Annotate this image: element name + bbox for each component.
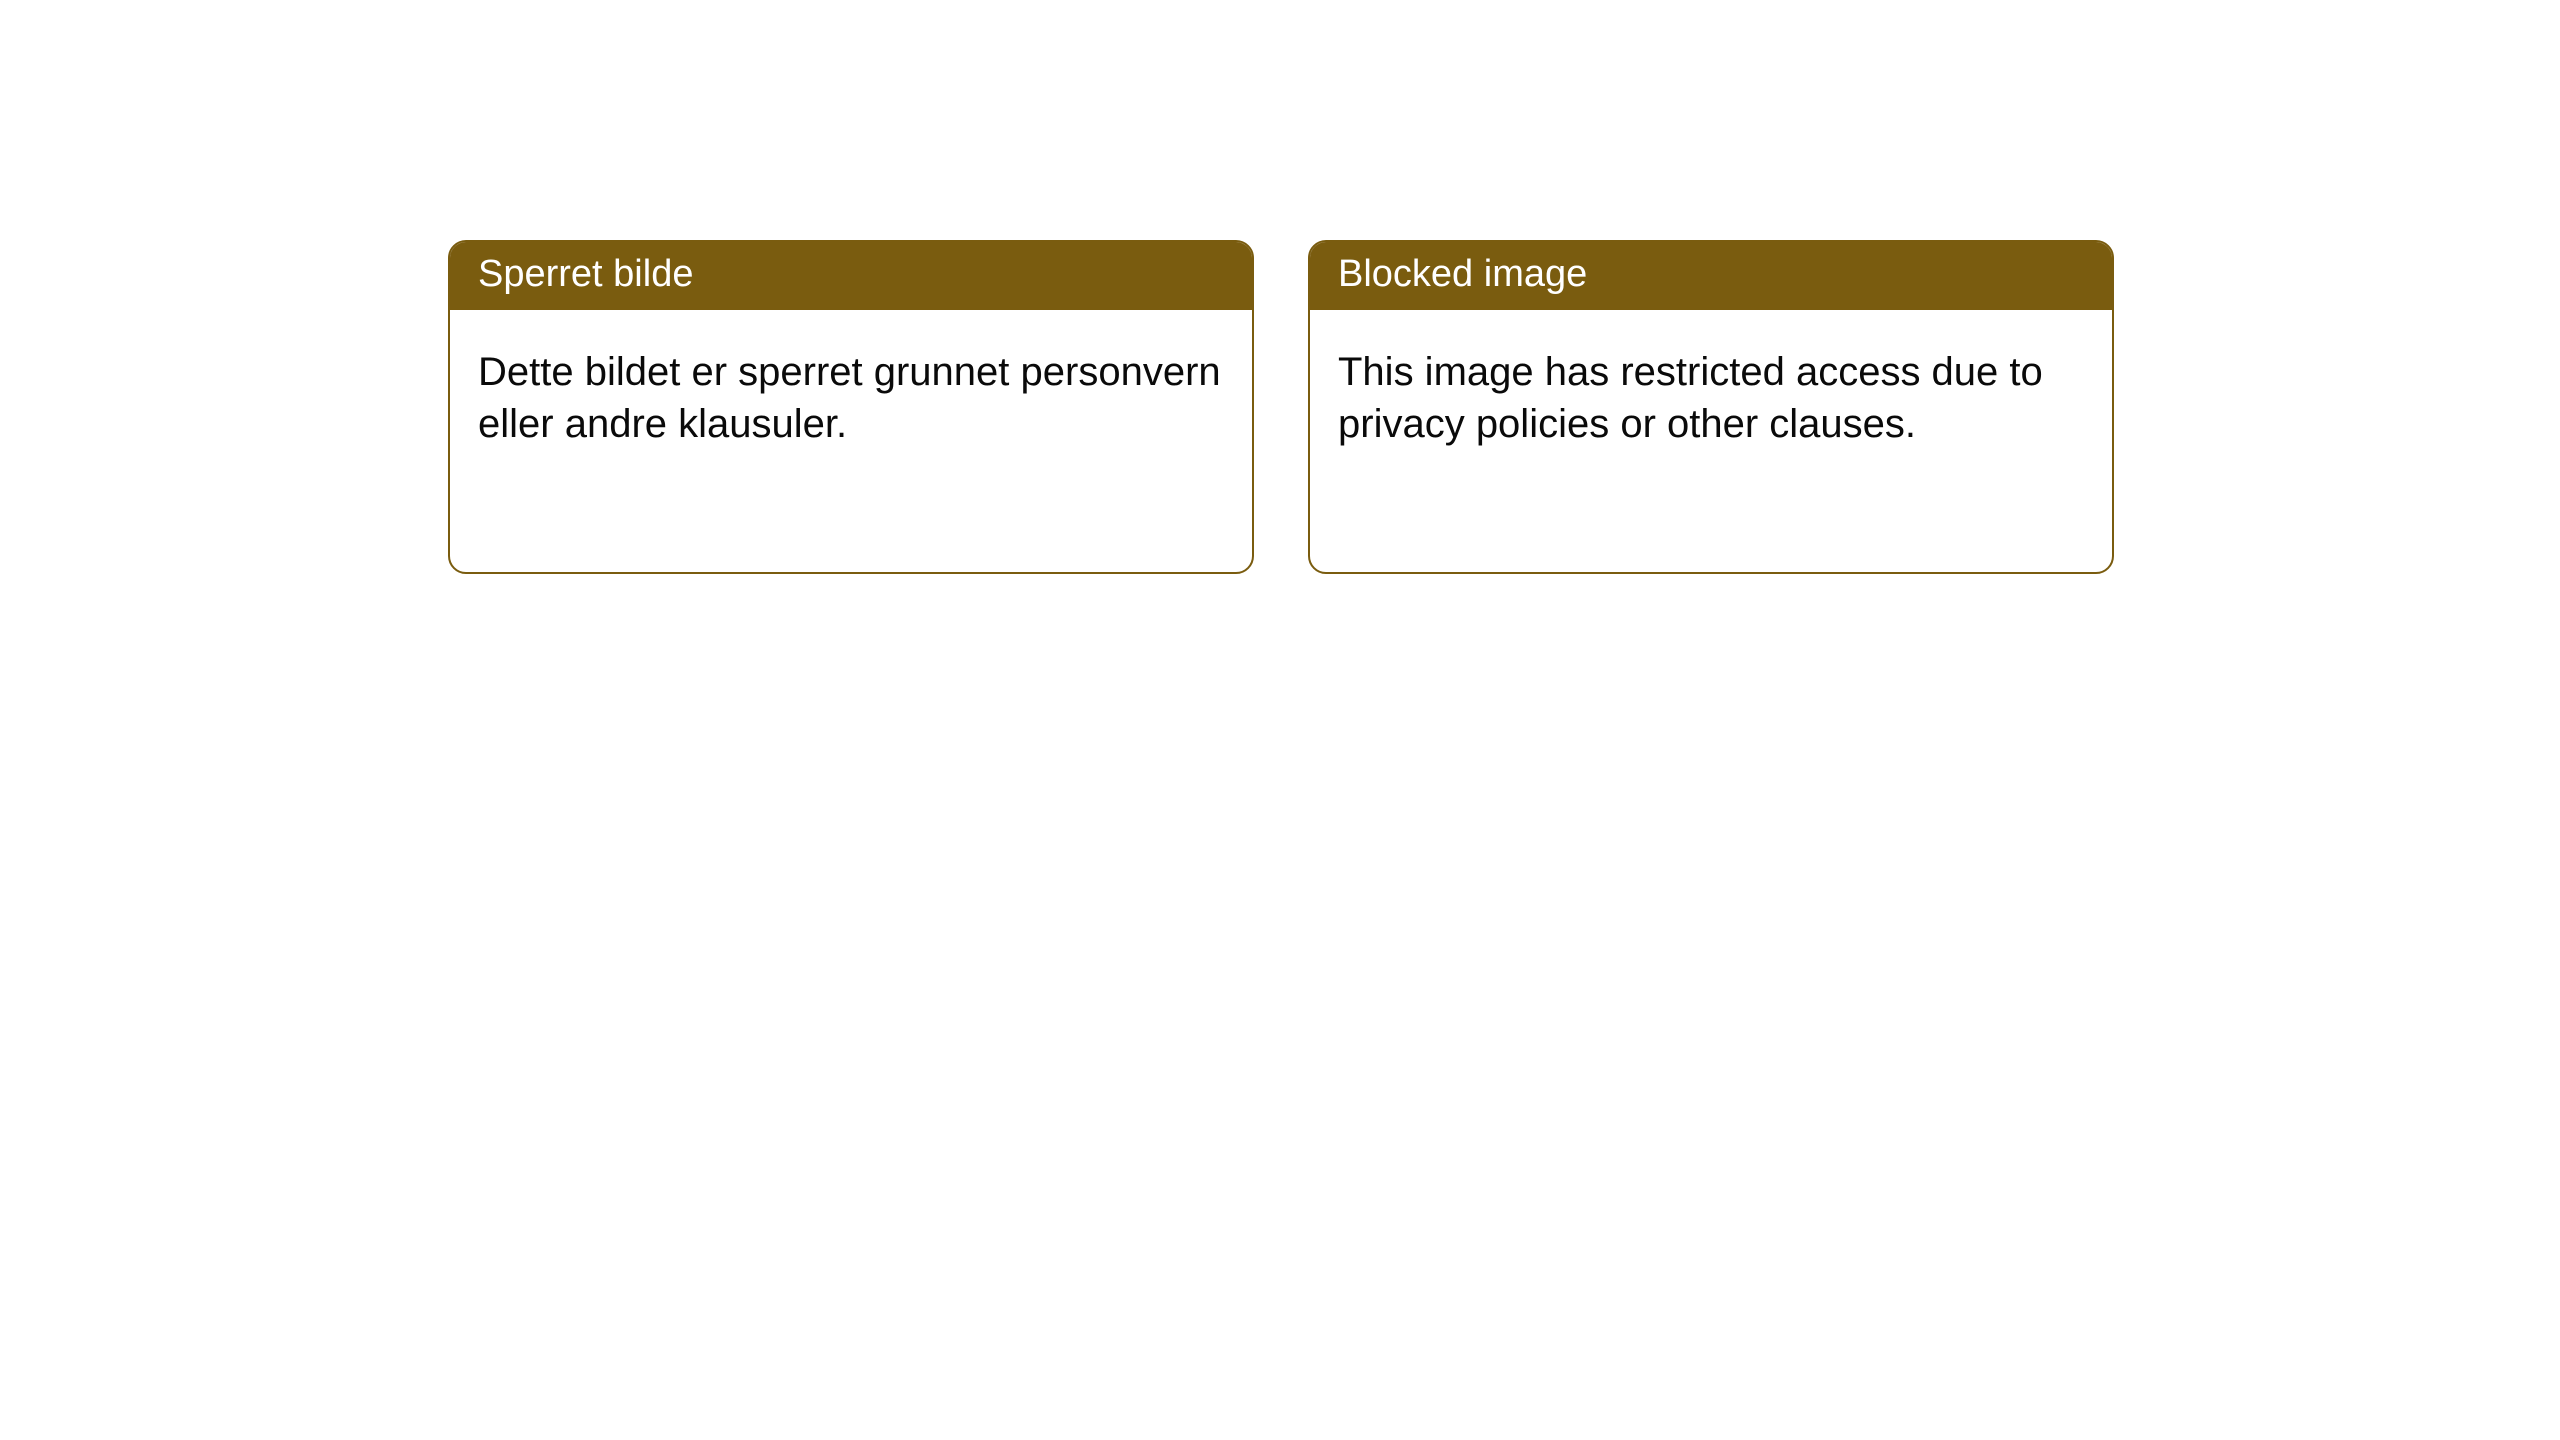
card-body: Dette bildet er sperret grunnet personve… [450,310,1252,480]
card-body: This image has restricted access due to … [1310,310,2112,480]
card-header: Sperret bilde [450,242,1252,310]
card-header: Blocked image [1310,242,2112,310]
notice-card-norwegian: Sperret bilde Dette bildet er sperret gr… [448,240,1254,574]
notice-card-english: Blocked image This image has restricted … [1308,240,2114,574]
notice-container: Sperret bilde Dette bildet er sperret gr… [0,0,2560,574]
